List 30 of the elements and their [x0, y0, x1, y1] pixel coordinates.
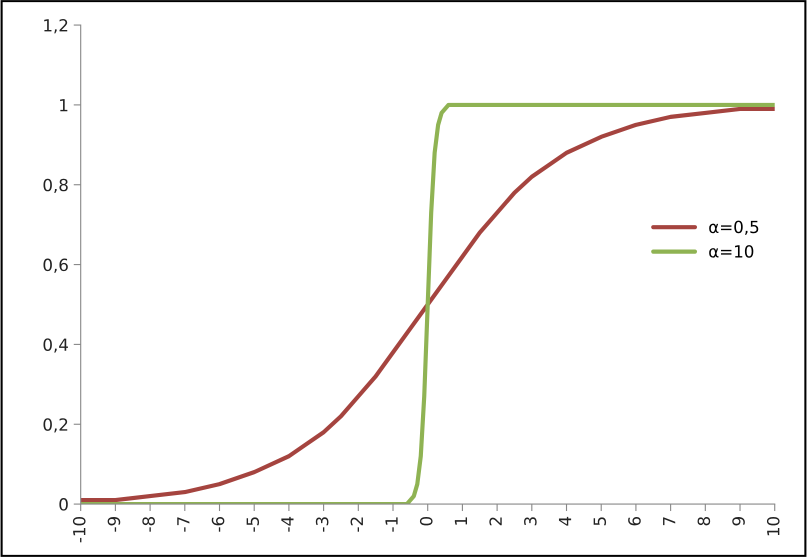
- x-tick-label: 1: [454, 517, 468, 525]
- x-tick-label: 0: [420, 516, 433, 526]
- x-tick-label: -10: [72, 516, 86, 542]
- x-tick-label: 5: [594, 517, 606, 526]
- legend-label: α=10: [709, 245, 754, 258]
- x-tick-label: -1: [385, 517, 398, 532]
- x-tick-label: 7: [663, 517, 676, 526]
- x-tick-label: 10: [766, 517, 780, 536]
- x-tick-label: 2: [489, 518, 502, 526]
- legend-label: α=0,5: [709, 220, 758, 235]
- x-tick-label: 4: [558, 516, 572, 526]
- x-tick-label: -7: [177, 517, 190, 532]
- x-tick-label: -9: [108, 517, 120, 532]
- x-tick-label: -2: [350, 518, 363, 532]
- y-tick-label: 0,4: [43, 338, 68, 353]
- x-tick-label: -5: [246, 517, 260, 532]
- x-tick-label: 3: [524, 517, 537, 526]
- y-tick-label: 0,6: [43, 258, 68, 273]
- y-tick-label: 1: [60, 99, 68, 112]
- y-tick-label: 1,2: [44, 19, 68, 34]
- x-tick-label: 9: [732, 517, 745, 526]
- x-tick-label: 6: [628, 516, 641, 526]
- x-tick-label: -3: [316, 517, 328, 532]
- x-tick-label: -4: [281, 516, 294, 532]
- x-tick-label: 8: [698, 517, 710, 526]
- x-tick-label: -6: [212, 516, 224, 532]
- y-tick-label: 0,2: [43, 418, 68, 433]
- y-tick-label: 0: [59, 498, 68, 511]
- x-tick-label: -8: [142, 517, 155, 532]
- y-tick-label: 0,8: [43, 178, 68, 194]
